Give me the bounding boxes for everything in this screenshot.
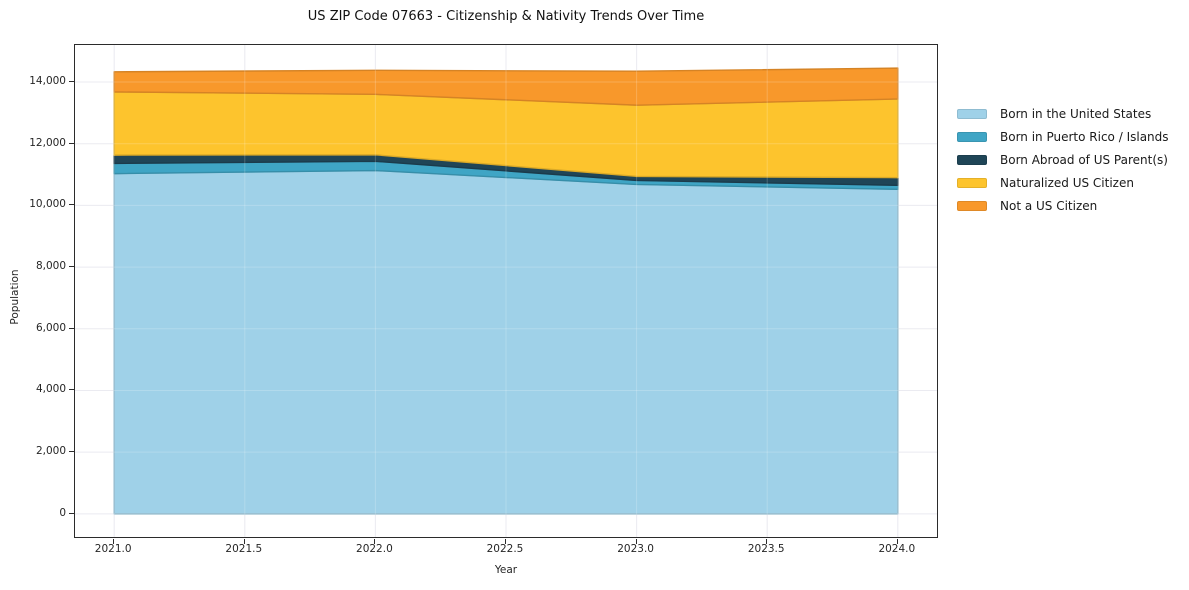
x-tick-mark (766, 539, 768, 544)
y-tick-label: 12,000 (29, 136, 66, 149)
x-tick-mark (243, 539, 245, 544)
y-tick-mark (69, 266, 74, 268)
y-tick-mark (69, 451, 74, 453)
legend-swatch (957, 178, 987, 188)
y-tick-label: 4,000 (35, 383, 66, 396)
legend-item: Born Abroad of US Parent(s) (957, 153, 1169, 167)
x-tick-mark (374, 539, 376, 544)
x-tick-label: 2022.0 (356, 543, 393, 555)
x-tick-mark (896, 539, 898, 544)
legend-label: Not a US Citizen (1000, 199, 1098, 213)
legend-label: Born in Puerto Rico / Islands (1000, 130, 1169, 144)
y-tick-mark (69, 204, 74, 206)
legend-swatch (957, 132, 987, 142)
y-tick-label: 6,000 (35, 321, 66, 334)
x-tick-label: 2021.0 (94, 543, 132, 555)
legend-item: Naturalized US Citizen (957, 176, 1169, 190)
y-tick-label: 2,000 (35, 445, 66, 458)
y-tick-label: 0 (59, 506, 66, 519)
chart-title: US ZIP Code 07663 - Citizenship & Nativi… (307, 9, 705, 24)
x-tick-label: 2024.0 (878, 543, 916, 555)
y-tick-label: 8,000 (35, 260, 66, 273)
legend-item: Born in the United States (957, 107, 1169, 121)
x-axis-label: Year (494, 564, 518, 576)
x-tick-label: 2022.5 (486, 543, 524, 555)
legend-swatch (957, 201, 987, 211)
y-tick-label: 14,000 (29, 75, 66, 88)
y-axis-label: Population (9, 269, 21, 325)
x-tick-label: 2023.0 (617, 543, 654, 555)
y-tick-mark (69, 142, 74, 144)
x-tick-mark (505, 539, 506, 544)
x-tick-mark (635, 539, 637, 544)
plot-area (74, 44, 938, 538)
y-tick-mark (69, 327, 74, 329)
x-tick-label: 2021.5 (225, 543, 263, 555)
legend-label: Born in the United States (1000, 107, 1152, 121)
legend-item: Born in Puerto Rico / Islands (957, 130, 1169, 144)
x-tick-label: 2023.5 (747, 543, 785, 555)
x-tick-mark (113, 539, 115, 544)
y-tick-label: 10,000 (29, 198, 66, 211)
legend: Born in the United States Born in Puerto … (957, 107, 1169, 222)
y-tick-mark (69, 512, 74, 514)
y-tick-mark (69, 81, 74, 83)
legend-label: Naturalized US Citizen (1000, 176, 1134, 190)
legend-item: Not a US Citizen (957, 199, 1169, 213)
stacked-area-chart (75, 45, 937, 537)
legend-swatch (957, 155, 987, 165)
legend-label: Born Abroad of US Parent(s) (1000, 153, 1168, 167)
legend-swatch (957, 109, 987, 119)
y-tick-mark (69, 389, 74, 391)
